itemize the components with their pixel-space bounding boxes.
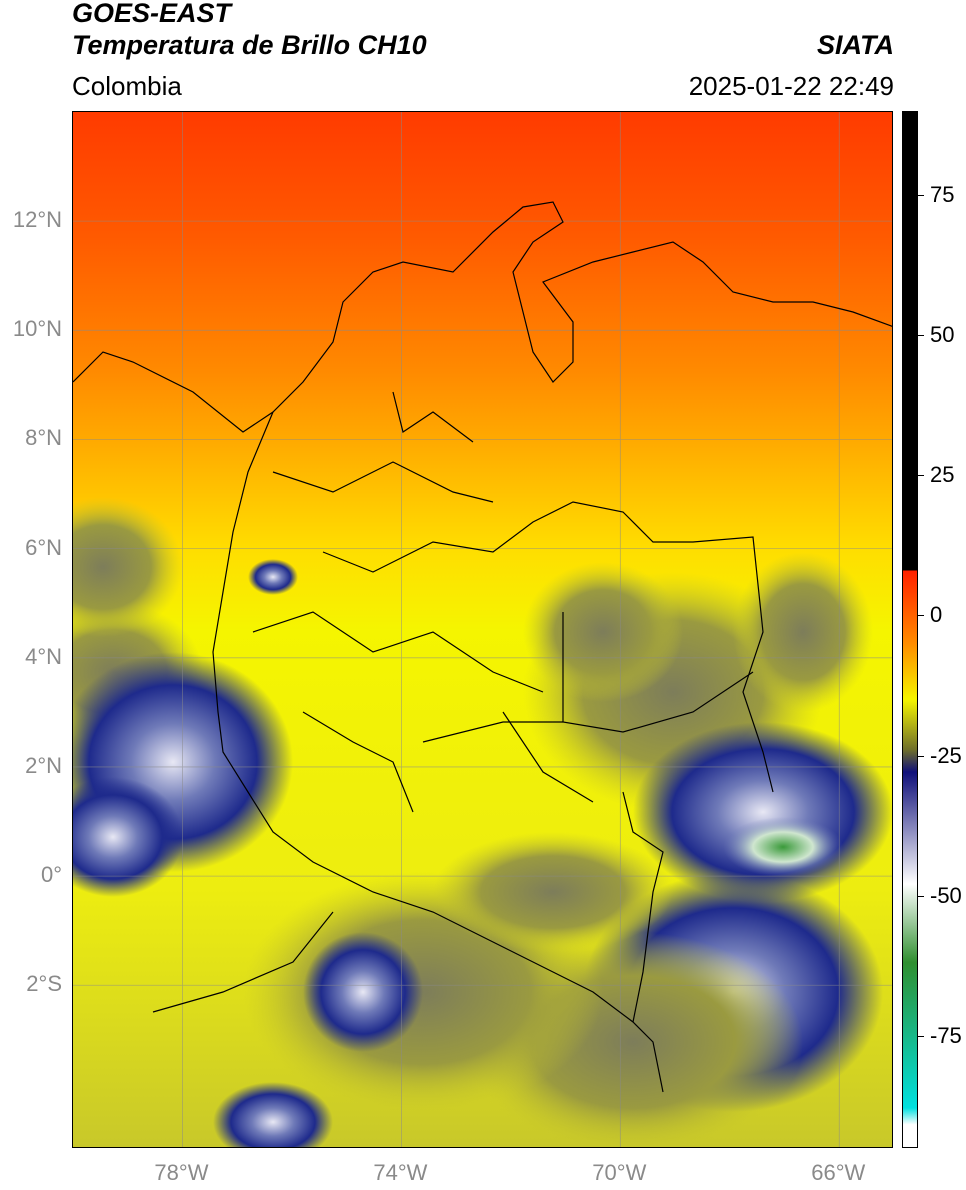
colorbar-tick-mark — [918, 895, 924, 897]
latitude-label: 2°N — [25, 752, 62, 778]
longitude-label: 74°W — [373, 1160, 428, 1185]
longitude-label: 70°W — [592, 1160, 647, 1185]
colorbar-tick-label: 25 — [930, 462, 955, 488]
latitude-label: 12°N — [12, 207, 62, 233]
latitude-label: 10°N — [12, 316, 62, 342]
datetime-label: 2025-01-22 22:49 — [688, 71, 894, 101]
region-label: Colombia — [72, 71, 182, 101]
colorbar-tick-mark — [918, 615, 924, 617]
cloud-features — [73, 497, 892, 1147]
latitude-label: 2°S — [26, 971, 62, 997]
colorbar-tick-mark — [918, 1035, 924, 1037]
longitude-label: 78°W — [154, 1160, 209, 1185]
satellite-map[interactable] — [72, 111, 893, 1148]
latitude-label: 8°N — [25, 425, 62, 451]
grid-lines — [73, 112, 892, 1147]
latitude-label: 4°N — [25, 643, 62, 669]
longitude-label: 66°W — [811, 1160, 866, 1185]
product-title: Temperatura de Brillo CH10 — [72, 30, 427, 60]
latitude-label: 0° — [40, 862, 62, 888]
colorbar-tick-mark — [918, 335, 924, 337]
colorbar-tick-mark — [918, 475, 924, 477]
colorbar-tick-label: 0 — [930, 602, 943, 628]
satellite-title: GOES-EAST — [72, 0, 232, 28]
colorbar-tick-mark — [918, 195, 924, 197]
colorbar-tick-label: 50 — [930, 322, 955, 348]
organization-label: SIATA — [817, 30, 894, 60]
colorbar-tick-label: -50 — [930, 882, 962, 908]
coastlines-and-borders — [73, 201, 892, 1093]
map-canvas — [73, 112, 892, 1147]
latitude-label: 6°N — [25, 534, 62, 560]
colorbar — [902, 111, 918, 1148]
colorbar-tick-label: 75 — [930, 182, 955, 208]
colorbar-tick-mark — [918, 755, 924, 757]
colorbar-tick-label: -75 — [930, 1022, 962, 1048]
colorbar-tick-label: -25 — [930, 742, 962, 768]
